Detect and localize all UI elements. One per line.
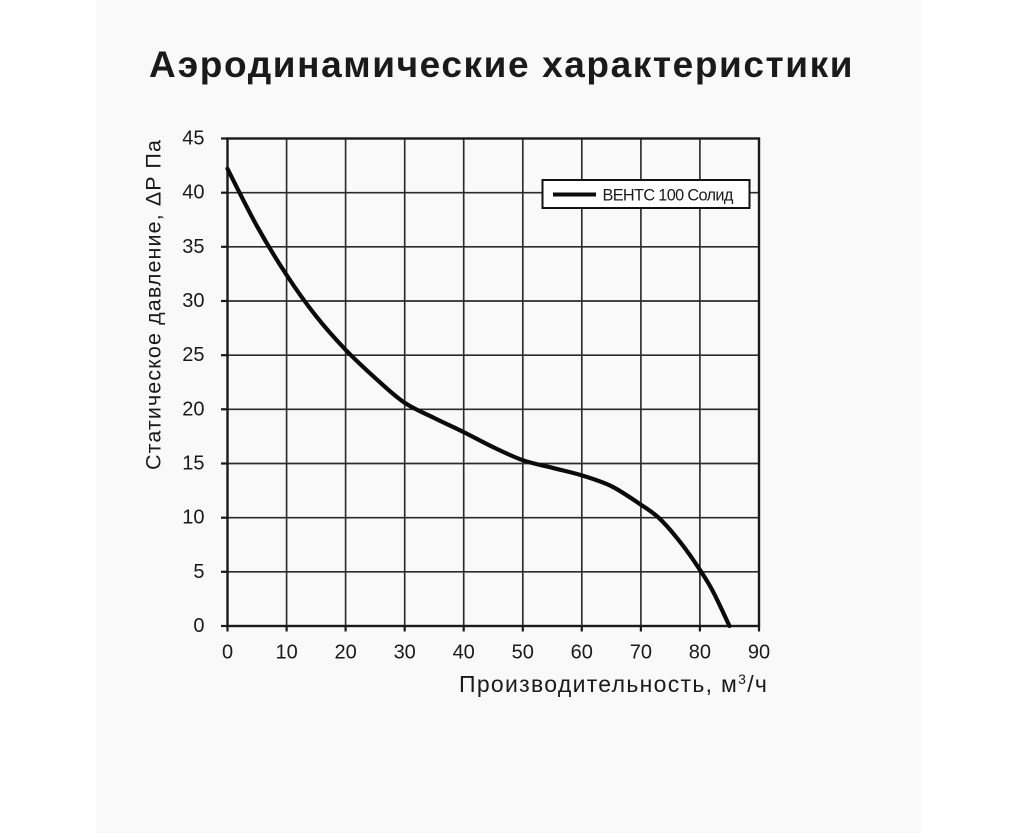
svg-text:60: 60 bbox=[571, 642, 593, 664]
svg-text:90: 90 bbox=[748, 642, 770, 664]
svg-text:50: 50 bbox=[512, 642, 534, 664]
svg-text:70: 70 bbox=[630, 642, 652, 664]
svg-text:0: 0 bbox=[222, 642, 233, 664]
svg-text:5: 5 bbox=[193, 561, 204, 583]
svg-text:30: 30 bbox=[394, 642, 416, 664]
svg-text:25: 25 bbox=[182, 344, 204, 366]
svg-text:80: 80 bbox=[689, 642, 711, 664]
svg-text:ВЕНТС 100 Солид: ВЕНТС 100 Солид bbox=[603, 186, 734, 204]
svg-text:10: 10 bbox=[275, 642, 297, 664]
svg-text:40: 40 bbox=[453, 642, 475, 664]
svg-text:15: 15 bbox=[182, 453, 204, 475]
svg-text:10: 10 bbox=[182, 507, 204, 529]
svg-text:35: 35 bbox=[182, 236, 204, 258]
svg-text:45: 45 bbox=[182, 128, 204, 150]
svg-text:30: 30 bbox=[182, 290, 204, 312]
svg-text:20: 20 bbox=[334, 642, 356, 664]
svg-text:Аэродинамические характеристик: Аэродинамические характеристики bbox=[149, 44, 854, 85]
svg-text:40: 40 bbox=[182, 182, 204, 204]
svg-text:0: 0 bbox=[193, 615, 204, 637]
svg-text:Статическое давление, ΔP Па: Статическое давление, ΔP Па bbox=[142, 139, 166, 470]
svg-text:20: 20 bbox=[182, 398, 204, 420]
svg-text:Производительность, м3/ч: Производительность, м3/ч bbox=[459, 671, 768, 697]
